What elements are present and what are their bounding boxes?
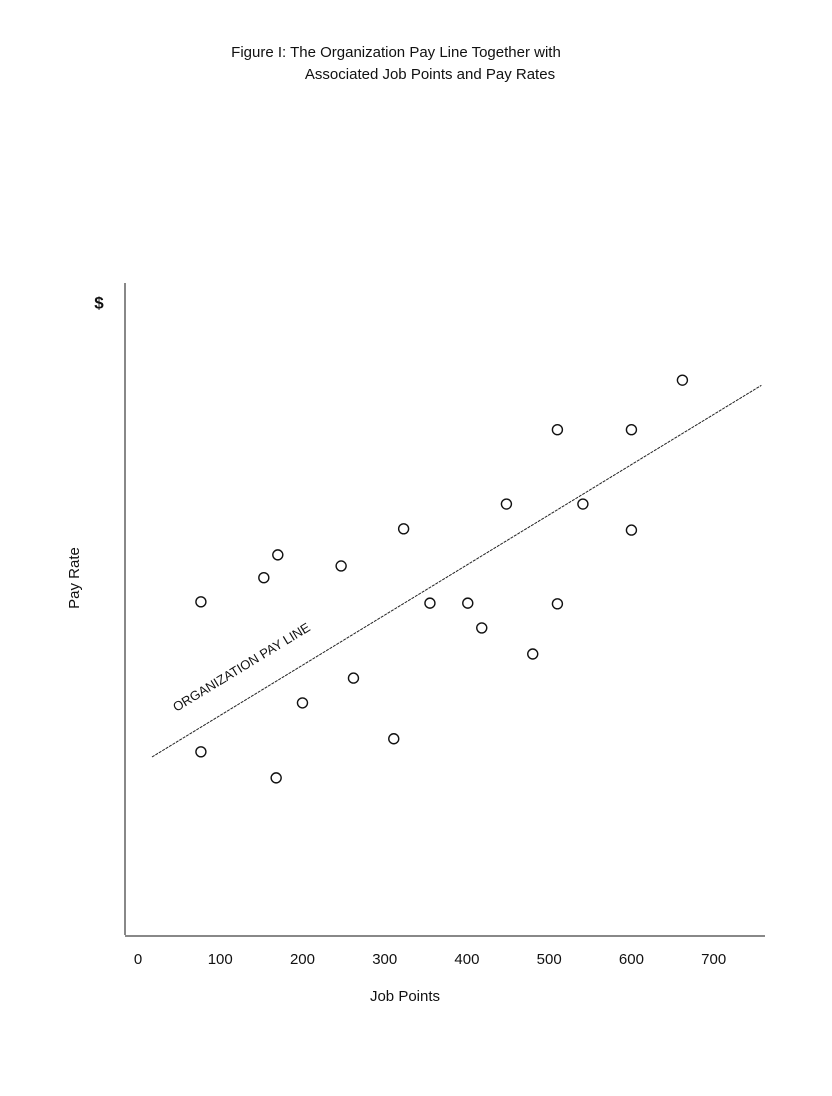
y-unit: $ [94, 293, 104, 312]
data-point [388, 733, 400, 745]
data-point [625, 524, 638, 536]
chart-title: Associated Job Points and Pay Rates [305, 66, 555, 83]
data-point [527, 648, 539, 660]
data-point [347, 672, 360, 684]
data-point [195, 596, 207, 608]
x-tick-label: 500 [537, 951, 562, 968]
data-point [270, 772, 282, 784]
y-axis-label: Pay Rate [66, 547, 83, 609]
x-tick-label: 600 [619, 951, 644, 968]
x-tick-label: 700 [701, 951, 726, 968]
data-point [625, 424, 638, 436]
x-tick-label: 300 [372, 951, 397, 968]
data-point [195, 746, 207, 758]
data-point [258, 572, 270, 584]
data-point [577, 498, 589, 510]
pay-line [151, 384, 762, 758]
data-point [551, 424, 564, 436]
data-point [462, 597, 474, 609]
data-point [676, 374, 689, 386]
data-point [551, 598, 564, 610]
data-point [296, 697, 309, 709]
data-point [397, 523, 410, 535]
data-point [476, 622, 488, 634]
pay-line-label: ORGANIZATION PAY LINE [170, 619, 313, 714]
x-tick-label: 100 [208, 951, 233, 968]
data-point [335, 560, 347, 572]
x-tick-label: 400 [454, 951, 479, 968]
x-tick-label: 200 [290, 951, 315, 968]
data-point [424, 597, 436, 609]
data-point [500, 498, 513, 510]
data-point [272, 549, 284, 561]
chart-title: Figure I: The Organization Pay Line Toge… [231, 44, 561, 61]
x-tick-label: 0 [134, 951, 142, 968]
x-axis-label: Job Points [370, 988, 440, 1005]
